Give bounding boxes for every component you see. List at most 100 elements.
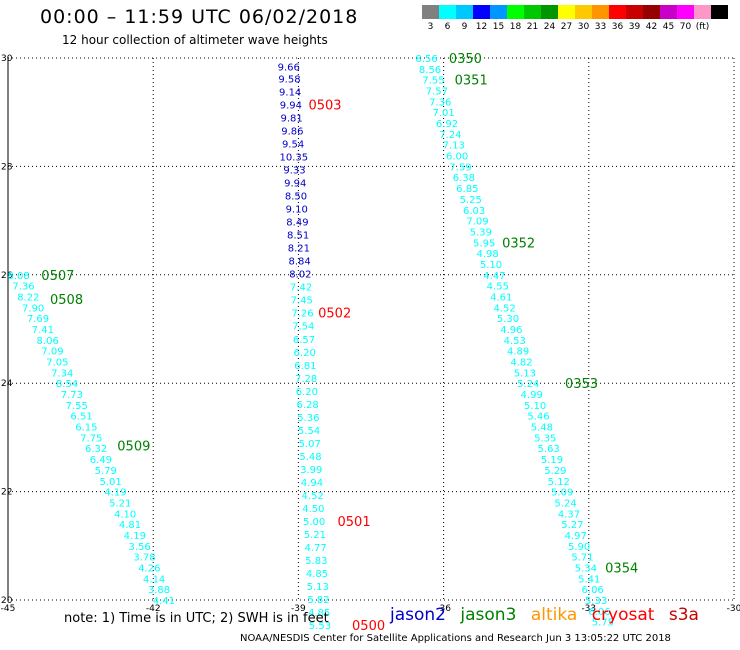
legend-label: 36 [611, 22, 624, 32]
time-label: 0350 [449, 52, 482, 67]
wave-height-value: 5.95 [473, 238, 495, 249]
wave-height-value: 5.30 [497, 314, 519, 325]
wave-height-value: 9.94 [280, 101, 302, 112]
legend-swatch [575, 5, 592, 19]
legend-label: 3 [427, 22, 434, 32]
legend-labels: 3 6 9 12 15 18 21 24 27 30 33 36 39 42 45 70 (ft) [422, 22, 728, 32]
legend-label: 45 [662, 22, 675, 32]
wave-height-value: 8.50 [285, 192, 307, 203]
wave-height-value: 7.28 [295, 374, 317, 385]
wave-height-value: 8.56 [419, 65, 441, 76]
x-tick-label: -45 [1, 604, 16, 614]
time-label: 0501 [338, 515, 371, 530]
time-label: 0352 [502, 236, 535, 251]
wave-height-value: 9.81 [280, 114, 302, 125]
wave-height-value: 7.36 [429, 97, 451, 108]
wave-height-value: 4.85 [308, 608, 330, 619]
wave-height-value: 5.10 [480, 260, 502, 271]
wave-height-value: 5.24 [554, 498, 576, 509]
legend-swatch [592, 5, 609, 19]
y-tick-label: 20 [1, 596, 13, 606]
wave-height-value: 4.41 [153, 596, 175, 607]
wave-height-value: 9.86 [281, 127, 303, 138]
wave-height-value: 7.57 [426, 87, 448, 98]
wave-height-value: 4.96 [500, 325, 522, 336]
wave-height-value: 5.01 [99, 477, 121, 488]
wave-height-value: 7.55 [422, 76, 444, 87]
wave-height-value: 4.19 [124, 531, 146, 542]
legend-swatch [541, 5, 558, 19]
y-tick-label: 26 [1, 271, 13, 281]
wave-height-value: 7.75 [80, 433, 102, 444]
wave-height-value: 5.34 [575, 563, 597, 574]
legend-swatch [473, 5, 490, 19]
wave-height-value: 6.49 [90, 455, 112, 466]
legend-label: 12 [475, 22, 488, 32]
wave-height-value: 6.15 [75, 423, 97, 434]
wave-height-value: 9.54 [282, 140, 304, 151]
map-grid [7, 57, 735, 601]
wave-height-value: 5.46 [527, 412, 549, 423]
wave-height-value: 8.51 [287, 231, 309, 242]
wave-height-value: 4.37 [558, 509, 580, 520]
wave-height-value: 4.85 [306, 569, 328, 580]
wave-height-value: 4.89 [507, 347, 529, 358]
wave-height-value: 5.48 [299, 452, 321, 463]
wave-height-value: 6.38 [453, 173, 475, 184]
legend-swatch [507, 5, 524, 19]
legend-label: 70 [679, 22, 692, 32]
wave-height-value: 6.57 [293, 335, 315, 346]
wave-height-value: 9.14 [279, 88, 301, 99]
legend-swatch [711, 5, 728, 19]
wave-height-value: 9.94 [284, 179, 306, 190]
wave-height-value: 4.61 [490, 292, 512, 303]
legend-label: 42 [645, 22, 658, 32]
wave-height-value: 3.56 [129, 542, 151, 553]
credit-line: NOAA/NESDIS Center for Satellite Applica… [240, 633, 671, 644]
legend-swatch [677, 5, 694, 19]
wave-height-value: 8.56 [416, 54, 438, 65]
track-jason3: 8.087.368.227.907.697.418.067.097.057.34… [8, 269, 175, 607]
wave-height-value: 4.55 [487, 282, 509, 293]
wave-height-value: 5.82 [307, 595, 329, 606]
wave-height-value: 5.07 [299, 439, 321, 450]
wave-height-value: 8.08 [8, 271, 30, 282]
legend-swatch [524, 5, 541, 19]
wave-height-value: 7.42 [290, 283, 312, 294]
wave-height-value: 8.06 [37, 336, 59, 347]
legend-label: 24 [543, 22, 556, 32]
time-label: 0503 [308, 99, 341, 114]
x-tick-label: -33 [581, 604, 596, 614]
time-label: 0354 [605, 561, 638, 576]
wave-height-value: 8.54 [56, 379, 78, 390]
x-tick-label: -42 [146, 604, 161, 614]
wave-height-value: 5.19 [541, 455, 563, 466]
track-jason3: 8.568.567.557.577.367.016.927.247.136.00… [416, 52, 639, 629]
wave-height-value: 5.25 [460, 195, 482, 206]
time-label: 0351 [455, 74, 488, 89]
wave-height-value: 5.71 [571, 553, 593, 564]
wave-height-value: 5.09 [551, 488, 573, 499]
wave-height-value: 9.66 [278, 63, 300, 74]
wave-height-value: 7.55 [66, 401, 88, 412]
wave-height-value: 4.52 [302, 491, 324, 502]
wave-height-value: 4.50 [302, 504, 324, 515]
wave-height-value: 4.26 [138, 563, 160, 574]
legend-label: 30 [577, 22, 590, 32]
wave-height-value: 7.09 [41, 347, 63, 358]
wave-height-value: 4.82 [510, 358, 532, 369]
axis-ticks: -45 -42 -39 -36 -33 -30 20 22 24 26 28 30 [1, 54, 740, 614]
wave-height-value: 5.63 [537, 444, 559, 455]
wave-height-value: 5.33 [585, 596, 607, 607]
legend-swatch [456, 5, 473, 19]
wave-height-value: 8.21 [288, 244, 310, 255]
satellite-altika: altika [530, 605, 578, 625]
legend-swatch [626, 5, 643, 19]
legend-swatch [643, 5, 660, 19]
wave-height-value: 5.39 [470, 227, 492, 238]
legend-swatch [609, 5, 626, 19]
legend-label: 39 [628, 22, 641, 32]
wave-height-value: 4.10 [114, 509, 136, 520]
wave-height-value: 7.24 [439, 130, 461, 141]
wave-height-value: 6.20 [294, 348, 316, 359]
